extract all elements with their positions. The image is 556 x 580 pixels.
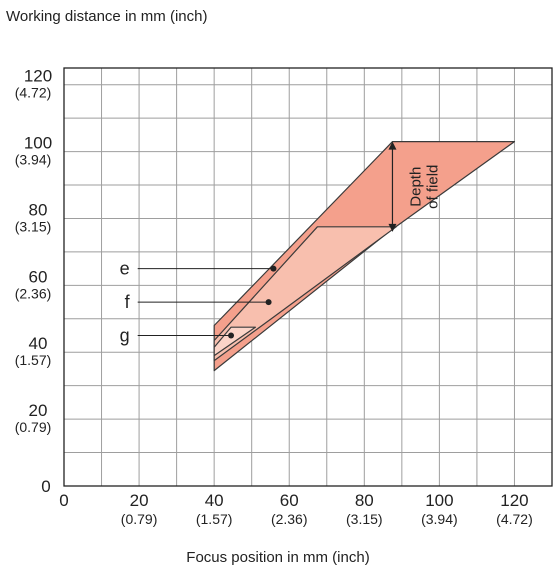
y-axis-title: Working distance in mm (inch) (6, 8, 208, 25)
y-tick-inch-100: (3.94) (15, 152, 52, 168)
x-tick-label-0: 0 (59, 491, 68, 510)
annotation-1: of field (425, 165, 442, 209)
x-tick-inch-40: (1.57) (196, 511, 233, 527)
y-tick-inch-20: (0.79) (15, 419, 52, 435)
marker-label-g: g (120, 326, 130, 346)
y-tick-inch-80: (3.15) (15, 218, 52, 234)
region-g (213, 326, 256, 357)
x-tick-inch-100: (3.94) (421, 511, 458, 527)
marker-label-f: f (125, 292, 131, 312)
x-tick-label-40: 40 (205, 491, 224, 510)
x-tick-inch-20: (0.79) (121, 511, 158, 527)
y-tick-label-20: 20 (29, 401, 48, 420)
x-tick-label-100: 100 (425, 491, 453, 510)
marker-label-e: e (120, 259, 130, 279)
depth-arrow-head-top (388, 141, 397, 150)
x-tick-labels: 0 20(0.79) 40(1.57) 60(2.36) 80(3.15) 100(3.9… (59, 491, 532, 527)
x-tick-inch-60: (2.36) (271, 511, 308, 527)
y-tick-label-40: 40 (29, 334, 48, 353)
y-tick-label-100: 100 (24, 134, 52, 153)
y-tick-inch-120: (4.72) (15, 85, 52, 101)
region-e (213, 141, 516, 372)
y-tick-inch-60: (2.36) (15, 285, 52, 301)
marker-dot-e (270, 265, 277, 272)
x-tick-label-120: 120 (500, 491, 528, 510)
marker-dot-f (265, 299, 272, 306)
marker-dot-g (228, 332, 235, 339)
annotation-0: Depth (408, 167, 425, 207)
y-tick-label-120: 120 (24, 67, 52, 86)
region-f (213, 226, 397, 362)
region-markers: efg (120, 259, 277, 346)
y-tick-label-0: 0 (41, 477, 50, 496)
x-tick-inch-120: (4.72) (496, 511, 533, 527)
x-tick-label-80: 80 (355, 491, 374, 510)
x-tick-label-60: 60 (280, 491, 299, 510)
depth-of-field-annotation: Depth of field (388, 141, 442, 232)
x-axis-title: Focus position in mm (inch) (186, 549, 370, 566)
plot-frame (63, 67, 553, 487)
depth-arrow-head-bottom (388, 223, 397, 232)
y-tick-labels: 0 20(0.79) 40(1.57) 60(2.36) 80(3.15) 100(3.9… (15, 67, 52, 496)
x-tick-inch-80: (3.15) (346, 511, 383, 527)
plot-border (63, 67, 553, 487)
x-tick-label-20: 20 (130, 491, 149, 510)
y-tick-label-80: 80 (29, 200, 48, 219)
grid (64, 68, 552, 486)
y-tick-inch-40: (1.57) (15, 352, 52, 368)
y-tick-label-60: 60 (29, 267, 48, 286)
depth-of-field-regions (213, 141, 516, 372)
